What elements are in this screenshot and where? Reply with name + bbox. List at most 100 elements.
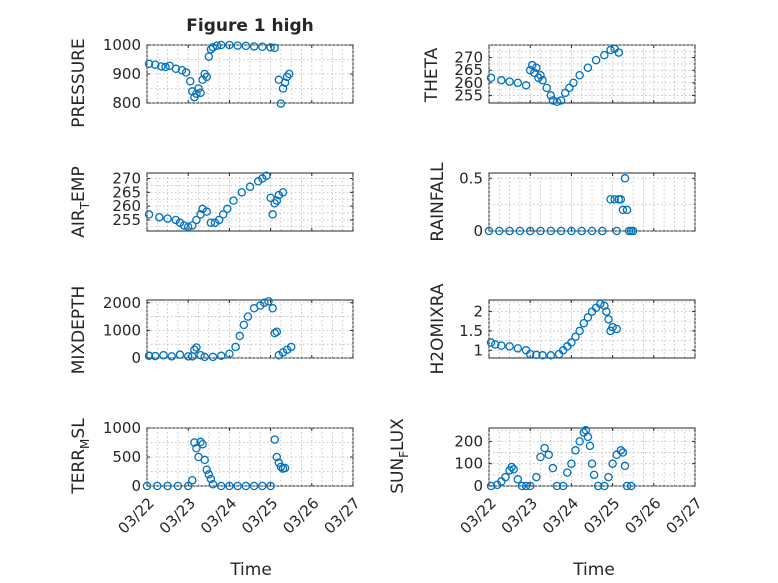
data-point [198,439,207,449]
y-tick-label: 270 [112,170,141,188]
data-point [150,351,160,361]
data-point [556,226,566,236]
x-tick-label: 03/22 [457,494,500,537]
data-point [577,226,586,236]
y-tick-label: 1.5 [459,322,483,340]
data-point [544,450,553,460]
data-point [509,465,518,474]
data-point [272,452,282,462]
data-point [186,77,195,86]
data-point [604,472,613,482]
data-point [548,96,558,105]
data-point [618,205,628,215]
data-point [515,226,525,236]
data-point [163,214,172,223]
y-tick-label: 255 [454,86,483,104]
data-point [608,459,617,468]
data-point [249,42,259,51]
data-point [280,78,290,87]
data-point [192,343,201,352]
data-point [202,207,211,216]
data-point [628,226,638,236]
data-point [268,304,277,313]
data-point [272,327,282,337]
mixdepth-grid [146,300,354,359]
data-point [206,474,216,484]
data-point [622,481,632,491]
terr-msl-ylabel: TERRMSL [69,418,92,495]
data-point [216,351,226,361]
data-point [507,462,516,472]
data-point [239,320,249,330]
rainfall-series [484,174,638,236]
data-point [237,188,247,197]
terr-msl-ylabel-main: TERR [69,449,89,495]
data-point [218,210,228,219]
data-point [567,459,576,468]
data-point [612,324,621,334]
data-point [497,341,506,350]
data-point [600,50,609,60]
x-tick-label: 03/23 [156,494,199,537]
data-point [513,475,523,484]
data-point [567,338,576,347]
data-point [538,76,547,85]
data-point [585,441,595,451]
y-tick-label: 500 [112,448,141,466]
data-point [229,196,238,205]
data-point [532,350,541,360]
data-point [196,437,205,447]
data-point [571,446,580,455]
data-point [233,41,242,50]
y-tick-label: 1000 [103,36,141,54]
x-tick-label: 03/26 [279,494,322,537]
terr-msl-ylabel-sub: M [78,439,92,449]
air_temp-grid [146,173,354,231]
data-point [260,298,269,308]
data-point [558,481,568,491]
h2omixra-series [486,299,621,360]
x-tick-label: 03/26 [621,494,664,537]
y-tick-label: 265 [112,183,141,201]
sun-flux-ylabel-sub: F [397,451,411,458]
data-point [214,215,224,225]
y-tick-label: 270 [454,49,483,67]
data-point [546,351,556,360]
data-point [233,481,242,491]
data-point [606,45,615,55]
data-point [231,342,240,352]
data-point [192,444,201,453]
data-point [190,345,199,354]
data-point [155,212,164,222]
data-point [616,446,626,455]
data-point [595,299,605,309]
data-point [486,338,496,347]
data-point [622,205,632,215]
mixdepth-series [144,297,296,362]
h2omixra-axes: 11.52 [459,299,696,360]
data-point [159,350,168,360]
data-point [183,222,193,232]
data-point [618,448,628,457]
data-point [196,88,205,98]
x-tick-label: 03/25 [238,494,281,537]
data-point [513,344,523,353]
air-temp-ylabel-main: AIR [69,209,89,238]
data-point [556,96,566,105]
y-tick-label: 260 [112,197,141,215]
data-point [202,72,211,82]
data-point [270,43,279,53]
data-point [575,326,584,336]
y-tick-label: 1 [473,341,483,359]
data-point [208,352,218,362]
data-point [569,78,578,88]
data-point [225,349,234,359]
data-point [525,349,535,359]
data-point [280,463,290,473]
x-tick-label: 03/23 [498,494,541,537]
air-temp-ylabel-sub: T [78,201,92,210]
data-point [223,204,232,214]
